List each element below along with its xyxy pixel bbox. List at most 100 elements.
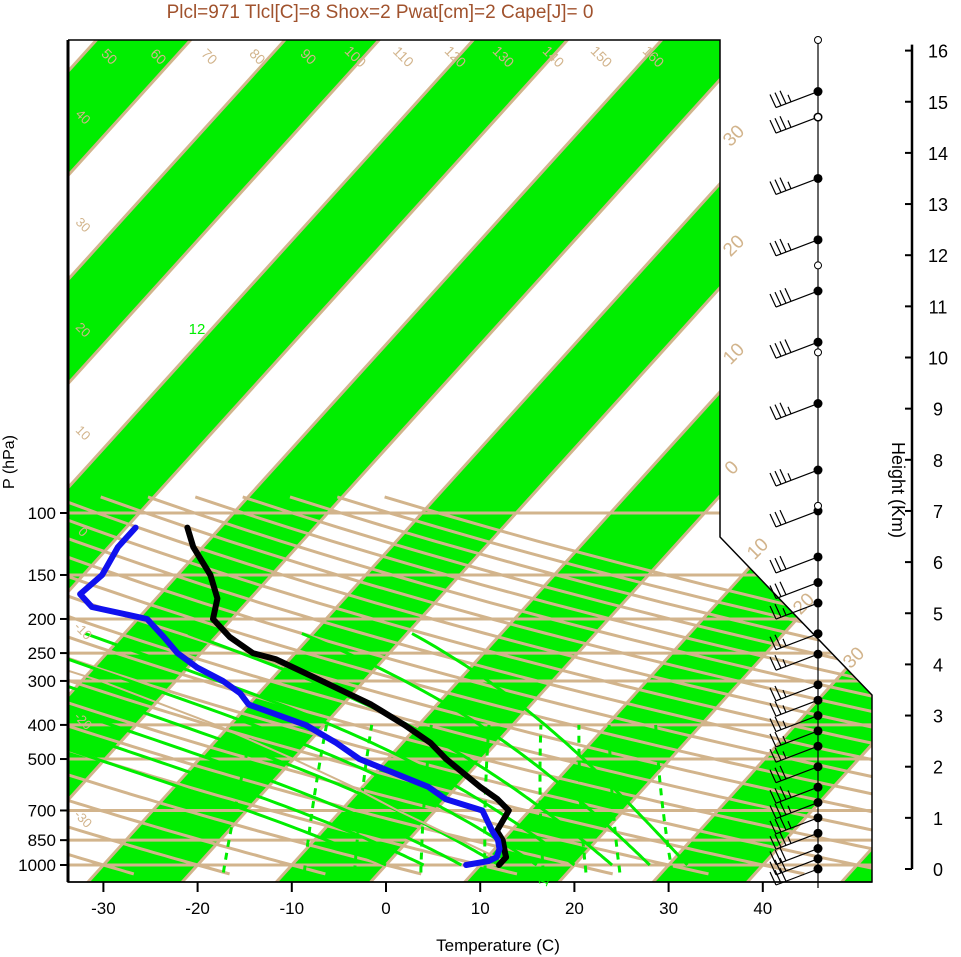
- wind-barb-flag: [769, 718, 777, 732]
- wind-barb-flag: [779, 801, 787, 815]
- moist-adiabat: [68, 632, 463, 867]
- wind-barb-shaft: [775, 90, 819, 109]
- wind-barb-flag: [769, 585, 777, 599]
- pressure-tick-label: 300: [28, 672, 56, 691]
- wind-layer: [769, 36, 823, 888]
- wind-barb-half-flag: [787, 120, 792, 128]
- wind-barb-shaft: [775, 832, 819, 850]
- wind-barb-flag: [769, 406, 777, 420]
- moist-adiabat-label: 32: [650, 321, 667, 338]
- moist-adiabat-label: 24: [440, 321, 457, 338]
- wind-open-marker: [814, 113, 822, 122]
- temperature-tick-label: 20: [565, 899, 584, 918]
- chart-title: Plcl=971 Tlcl[C]=8 Shox=2 Pwat[cm]=2 Cap…: [167, 2, 594, 23]
- wind-barb-flag: [779, 832, 787, 846]
- wind-barb-half-flag: [787, 805, 792, 814]
- pressure-tick-label: 500: [28, 750, 56, 769]
- wind-barb-flag: [769, 805, 777, 819]
- wind-barb-flag: [779, 509, 787, 524]
- wind-barb-flag: [779, 177, 787, 191]
- isotherm-line: [68, 40, 699, 882]
- height-tick-label: 8: [933, 451, 943, 471]
- height-tick-label: 11: [929, 297, 948, 317]
- wind-barb-flag: [769, 119, 777, 134]
- wind-open-marker: [814, 501, 822, 510]
- wind-barb-flag: [774, 803, 782, 817]
- wind-barb-shaft: [775, 341, 819, 359]
- temperature-profile-line: [184, 524, 512, 868]
- height-tick-label: 12: [928, 246, 948, 266]
- mixing-ratio-line: [353, 724, 374, 873]
- dry-adiabat: [68, 495, 518, 876]
- isotherm-line: [68, 40, 323, 882]
- mixing-ratio-line: [221, 724, 255, 873]
- wind-barb-flag: [779, 341, 787, 355]
- wind-barb-shaft: [775, 177, 819, 196]
- wind-barb-shaft: [775, 786, 819, 804]
- wind-barb-shaft: [775, 766, 819, 784]
- mixing-ratio-line: [607, 724, 622, 873]
- isotherm-label: 10: [743, 534, 773, 564]
- height-tick-label: 13: [928, 195, 948, 215]
- height-tick-label: 10: [928, 349, 948, 369]
- height-tick-label: 16: [928, 42, 948, 62]
- wind-barb-half-flag: [787, 406, 792, 415]
- wind-barb-half-flag: [787, 820, 792, 829]
- moist-adiabat: [301, 632, 651, 867]
- wind-barb-half-flag: [782, 638, 787, 647]
- wind-barb-flag: [774, 291, 782, 306]
- wind-barb-shaft: [775, 602, 819, 620]
- wind-barb-flag: [769, 769, 777, 783]
- wind-barb-flag: [774, 634, 782, 649]
- wind-barb-half-flag: [787, 242, 792, 251]
- pressure-tick-label: 400: [28, 716, 56, 735]
- height-tick-label: 0: [933, 860, 943, 880]
- wind-barb-flag: [774, 685, 782, 700]
- moist-adiabat-label: 12: [189, 321, 206, 338]
- height-tick-label: 7: [933, 502, 943, 522]
- height-tick-label: 9: [933, 400, 943, 420]
- wind-barb-flag: [769, 789, 777, 804]
- wind-barb-flag: [769, 181, 777, 195]
- isotherm-line: [537, 40, 872, 882]
- wind-barb-shaft: [775, 116, 819, 134]
- pressure-tick-label: 150: [28, 566, 56, 585]
- wind-barb-flag: [784, 339, 792, 353]
- dewpoint-profile-line: [77, 524, 503, 868]
- wind-barb-flag: [779, 847, 787, 861]
- wind-barb-half-flag: [782, 720, 787, 728]
- wind-barb-flag: [769, 871, 777, 886]
- wind-barb-flag: [769, 820, 777, 835]
- wind-barb-flag: [769, 605, 777, 620]
- wind-barb-half-flag: [787, 473, 792, 481]
- pressure-tick-label: 850: [28, 831, 56, 850]
- isotherm-band: [68, 40, 416, 882]
- wind-barb-flag: [769, 293, 777, 308]
- wind-barb-shaft: [775, 730, 819, 748]
- wind-open-marker: [814, 261, 822, 270]
- moist-adiabat: [68, 632, 500, 867]
- pressure-tick-label: 700: [28, 801, 56, 820]
- wind-barb-flag: [774, 404, 782, 418]
- wind-barb-flag: [774, 655, 782, 669]
- wind-barb-flag: [774, 342, 782, 357]
- wind-barb-shaft: [775, 868, 819, 886]
- wind-barb-flag: [769, 242, 777, 257]
- wind-barb-flag: [769, 733, 777, 748]
- isotherm-line: [68, 40, 511, 882]
- wind-barb-shaft: [775, 653, 819, 671]
- wind-barb-flag: [784, 288, 792, 302]
- mixing-ratio-line: [577, 724, 588, 873]
- height-tick-label: 1: [933, 809, 943, 829]
- wind-barb-shaft: [775, 239, 819, 257]
- wind-barb-flag: [774, 701, 782, 715]
- wind-barb-flag: [779, 116, 787, 130]
- wind-barb-flag: [769, 344, 777, 359]
- height-tick-label: 6: [933, 553, 943, 573]
- height-tick-label: 5: [933, 604, 943, 624]
- wind-barb-flag: [774, 240, 782, 255]
- profile-group: [68, 524, 512, 868]
- height-axis-label: Height (Km): [888, 442, 908, 538]
- wind-barb-shaft: [775, 290, 819, 308]
